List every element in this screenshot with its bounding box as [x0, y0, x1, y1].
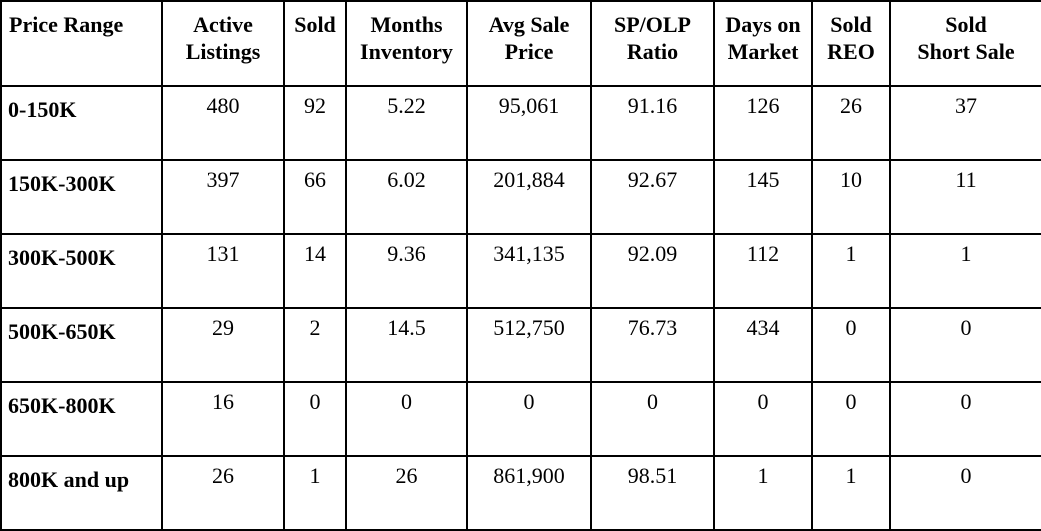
- table-row: 500K-650K 29 2 14.5 512,750 76.73 434 0 …: [0, 307, 1041, 383]
- header-label: Days on: [725, 12, 801, 37]
- header-label: Sold: [830, 12, 872, 37]
- sp-olp-ratio-cell: 92.67: [590, 159, 715, 235]
- active-listings-cell: 480: [161, 85, 285, 161]
- sp-olp-ratio-cell: 98.51: [590, 455, 715, 531]
- table-row: 800K and up 26 1 26 861,900 98.51 1 1 0: [0, 455, 1041, 531]
- months-inventory-cell: 14.5: [345, 307, 468, 383]
- sold-cell: 1: [283, 455, 347, 531]
- price-range-cell: 650K-800K: [0, 381, 163, 457]
- days-on-market-cell: 145: [713, 159, 813, 235]
- sold-reo-cell: 26: [811, 85, 891, 161]
- table-row: 300K-500K 131 14 9.36 341,135 92.09 112 …: [0, 233, 1041, 309]
- active-listings-cell: 29: [161, 307, 285, 383]
- sold-short-sale-cell: 11: [889, 159, 1041, 235]
- header-price-range: Price Range: [0, 0, 163, 87]
- days-on-market-cell: 434: [713, 307, 813, 383]
- sold-short-sale-cell: 0: [889, 307, 1041, 383]
- months-inventory-cell: 0: [345, 381, 468, 457]
- header-days-on-market: Days on Market: [713, 0, 813, 87]
- sold-reo-cell: 1: [811, 455, 891, 531]
- price-range-cell: 800K and up: [0, 455, 163, 531]
- header-sold-reo: Sold REO: [811, 0, 891, 87]
- avg-sale-price-cell: 341,135: [466, 233, 592, 309]
- sold-reo-cell: 10: [811, 159, 891, 235]
- header-label: Sold: [945, 12, 987, 37]
- header-label: SP/OLP: [613, 12, 691, 37]
- header-label: Price: [504, 39, 554, 64]
- header-label: Months: [370, 12, 443, 37]
- sold-short-sale-cell: 1: [889, 233, 1041, 309]
- sold-reo-cell: 1: [811, 233, 891, 309]
- avg-sale-price-cell: 512,750: [466, 307, 592, 383]
- sp-olp-ratio-cell: 91.16: [590, 85, 715, 161]
- sold-short-sale-cell: 0: [889, 455, 1041, 531]
- sold-cell: 66: [283, 159, 347, 235]
- sold-cell: 14: [283, 233, 347, 309]
- avg-sale-price-cell: 201,884: [466, 159, 592, 235]
- avg-sale-price-cell: 95,061: [466, 85, 592, 161]
- months-inventory-cell: 5.22: [345, 85, 468, 161]
- sp-olp-ratio-cell: 92.09: [590, 233, 715, 309]
- header-label: Active: [193, 12, 253, 37]
- header-label: Listings: [185, 39, 261, 64]
- sold-cell: 92: [283, 85, 347, 161]
- active-listings-cell: 16: [161, 381, 285, 457]
- header-label: Market: [727, 39, 799, 64]
- active-listings-cell: 397: [161, 159, 285, 235]
- active-listings-cell: 26: [161, 455, 285, 531]
- days-on-market-cell: 1: [713, 455, 813, 531]
- days-on-market-cell: 0: [713, 381, 813, 457]
- table-row: 150K-300K 397 66 6.02 201,884 92.67 145 …: [0, 159, 1041, 235]
- price-range-cell: 500K-650K: [0, 307, 163, 383]
- sold-short-sale-cell: 37: [889, 85, 1041, 161]
- table-row: 0-150K 480 92 5.22 95,061 91.16 126 26 3…: [0, 85, 1041, 161]
- header-row: Price Range Active Listings Sold Months …: [0, 0, 1041, 87]
- days-on-market-cell: 126: [713, 85, 813, 161]
- months-inventory-cell: 6.02: [345, 159, 468, 235]
- sold-cell: 2: [283, 307, 347, 383]
- price-range-cell: 0-150K: [0, 85, 163, 161]
- active-listings-cell: 131: [161, 233, 285, 309]
- header-months-inventory: Months Inventory: [345, 0, 468, 87]
- header-sold: Sold: [283, 0, 347, 87]
- sold-reo-cell: 0: [811, 381, 891, 457]
- header-label: Ratio: [626, 39, 679, 64]
- price-range-cell: 150K-300K: [0, 159, 163, 235]
- header-label: REO: [827, 39, 875, 64]
- sold-cell: 0: [283, 381, 347, 457]
- avg-sale-price-cell: 0: [466, 381, 592, 457]
- sold-reo-cell: 0: [811, 307, 891, 383]
- months-inventory-cell: 9.36: [345, 233, 468, 309]
- days-on-market-cell: 112: [713, 233, 813, 309]
- header-sp-olp-ratio: SP/OLP Ratio: [590, 0, 715, 87]
- header-label: Avg Sale: [488, 12, 570, 37]
- header-label: Short Sale: [917, 39, 1015, 64]
- sp-olp-ratio-cell: 76.73: [590, 307, 715, 383]
- months-inventory-cell: 26: [345, 455, 468, 531]
- table-row: 650K-800K 16 0 0 0 0 0 0 0: [0, 381, 1041, 457]
- sold-short-sale-cell: 0: [889, 381, 1041, 457]
- sp-olp-ratio-cell: 0: [590, 381, 715, 457]
- header-label: Inventory: [360, 39, 453, 64]
- price-range-cell: 300K-500K: [0, 233, 163, 309]
- header-sold-short-sale: Sold Short Sale: [889, 0, 1041, 87]
- header-avg-sale-price: Avg Sale Price: [466, 0, 592, 87]
- header-label: Sold: [294, 12, 336, 37]
- header-active-listings: Active Listings: [161, 0, 285, 87]
- header-label: Price Range: [9, 12, 124, 37]
- avg-sale-price-cell: 861,900: [466, 455, 592, 531]
